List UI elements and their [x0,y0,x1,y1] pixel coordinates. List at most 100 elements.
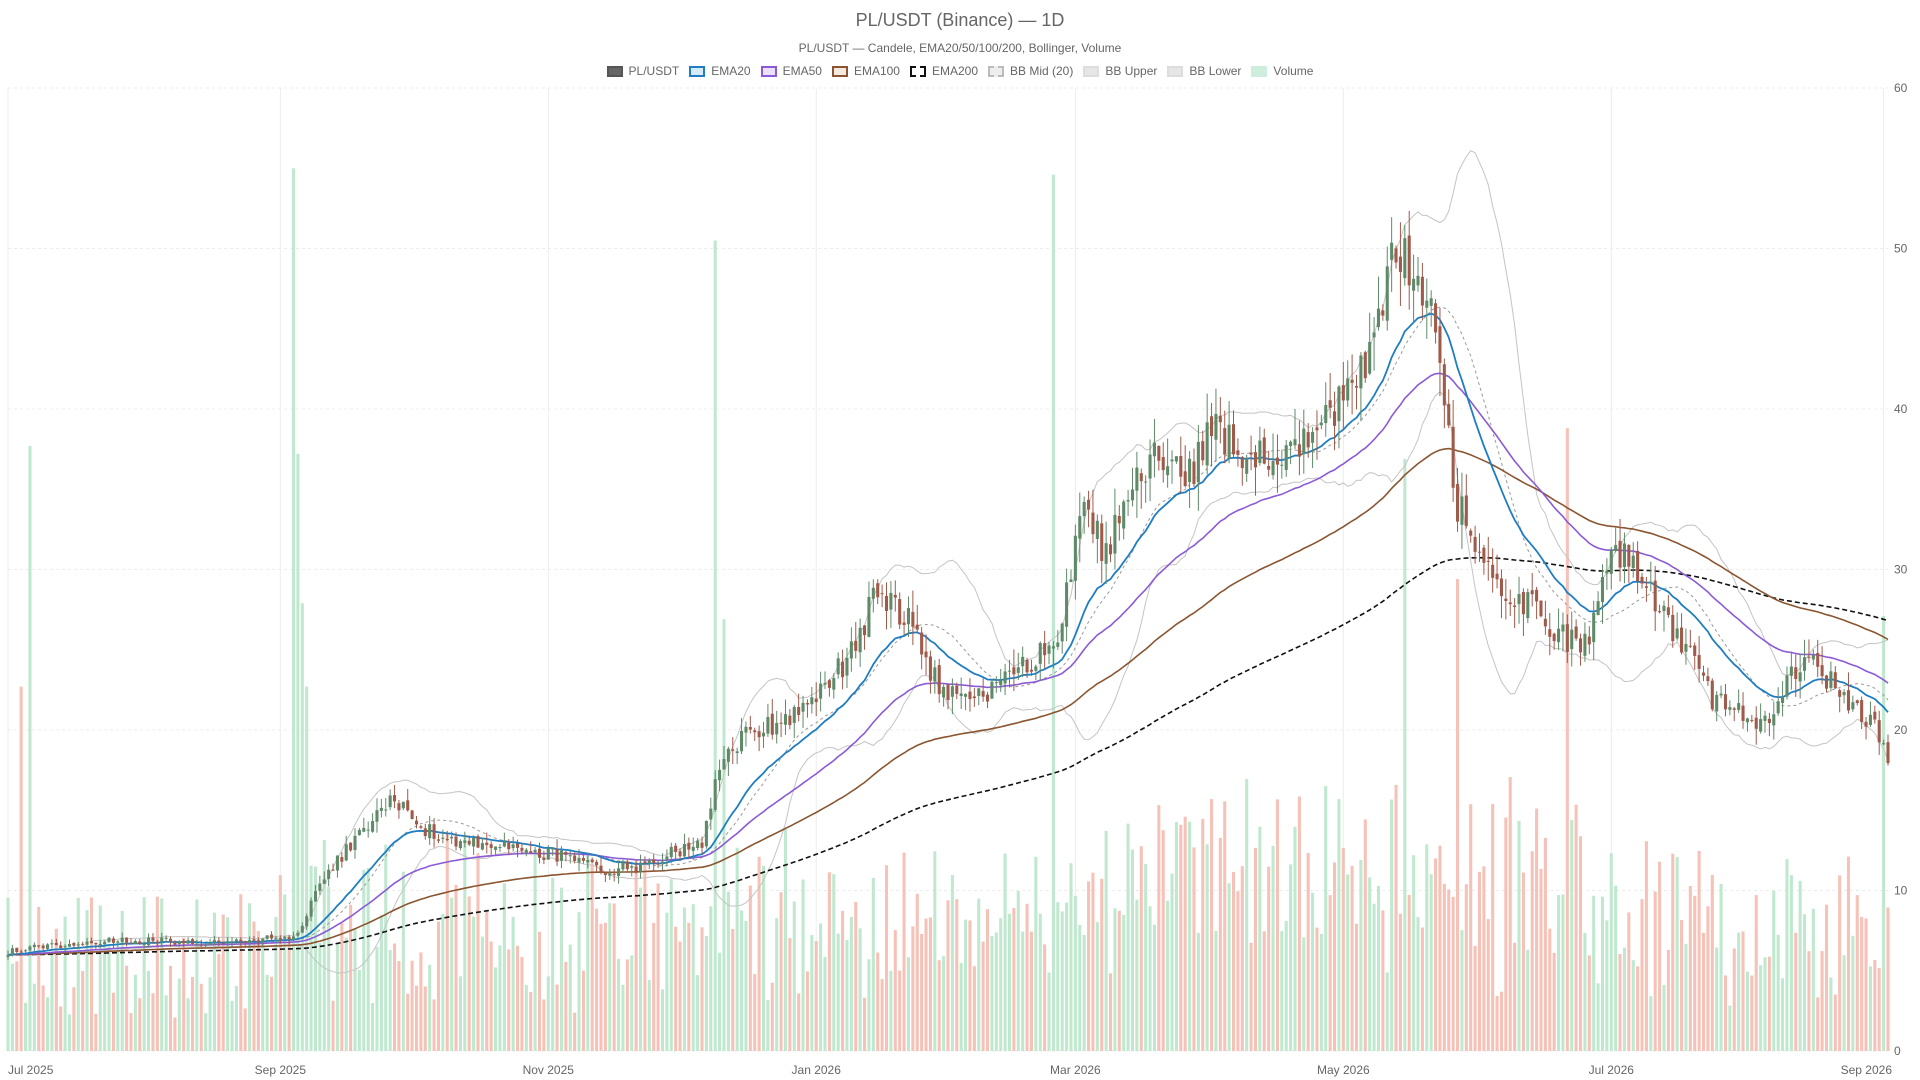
volume-bar [1148,906,1152,1051]
volume-bar [366,867,370,1051]
volume-bar [45,997,50,1051]
candle-body [898,599,902,625]
volume-bar [208,977,212,1051]
legend-item-bb-mid-20[interactable]: BB Mid (20) [988,64,1073,78]
legend-item-ema100[interactable]: EMA100 [831,64,900,78]
candle-body [6,954,10,957]
candle-body [867,596,871,637]
volume-bar [1152,924,1156,1051]
candle-body [436,839,441,841]
candle-body [1451,426,1455,488]
volume-bar [1886,907,1890,1051]
volume-bar [1614,885,1618,1051]
candle-body [1723,694,1728,710]
candle-body [1781,697,1785,703]
volume-bar [1104,830,1108,1051]
candle-body [107,937,111,943]
volume-bar [520,957,524,1051]
candle-body [1231,424,1236,455]
candle-body [331,869,335,871]
volume-bar [230,1000,234,1051]
volume-bar [129,1013,133,1051]
legend-label: BB Mid (20) [1010,64,1074,78]
candle-body [1609,549,1613,574]
volume-bar [450,897,454,1051]
legend-item-bb-lower[interactable]: BB Lower [1167,64,1241,78]
candle-body [1539,600,1543,617]
volume-bar [1653,891,1657,1051]
candle-body [164,937,168,939]
candle-body [1789,666,1793,676]
volume-bar [854,901,858,1051]
volume-bar [1359,859,1363,1051]
volume-bar [1161,830,1165,1051]
candle-body [911,612,915,627]
volume-bar [542,999,546,1051]
candle-body [85,941,89,945]
candle-body [1860,700,1864,723]
volume-bar [120,910,124,1051]
candle-body [1157,446,1161,461]
volume-bar [261,937,265,1051]
candle-body [638,862,643,872]
candle-body [1622,543,1626,568]
volume-bar [371,1002,375,1051]
candle-body [1803,657,1807,671]
candle-body [480,843,484,850]
legend-item-ema50[interactable]: EMA50 [760,64,822,78]
legend-label: EMA100 [853,64,900,78]
candle-body [1012,667,1016,675]
candle-body [1732,708,1736,710]
candle-body [1816,652,1820,667]
candle-body [1640,576,1644,584]
candle-body [423,828,427,837]
volume-bar [867,959,871,1051]
volume-bar [414,985,419,1051]
volume-bar [999,918,1003,1051]
candle-body [1526,592,1530,619]
candle-body [204,944,208,946]
candle-body [1038,642,1042,664]
volume-bar [660,989,665,1051]
candle-body [1447,403,1451,426]
volume-bar [1851,935,1855,1051]
candle-body [726,748,730,762]
candle-body [1486,560,1490,562]
candle-body [155,941,159,944]
candle-body [761,732,766,737]
volume-bar [1337,799,1341,1051]
volume-bar [1754,895,1758,1051]
legend-item-bb-upper[interactable]: BB Upper [1083,64,1157,78]
candle-body [327,869,331,879]
volume-bar [15,961,19,1051]
legend-item-pl-usdt[interactable]: PL/USDT [606,64,679,78]
legend-item-ema20[interactable]: EMA20 [689,64,751,78]
legend-item-ema200[interactable]: EMA200 [909,64,978,78]
candle-body [489,844,493,848]
candle-body [393,795,397,802]
candle-body [274,937,278,939]
volume-bar [700,927,704,1051]
candle-body [841,661,845,678]
legend-label: EMA200 [931,64,978,78]
volume-bar [687,922,691,1051]
candle-body [740,731,744,752]
volume-bar [946,900,950,1051]
volume-bar [309,865,313,1051]
candle-body [1293,439,1297,446]
candle-body [1302,428,1306,455]
volume-bar [406,993,410,1051]
volume-bar [928,917,932,1051]
legend-item-volume[interactable]: Volume [1251,64,1313,78]
candle-body [1701,672,1706,676]
volume-bar [568,944,572,1051]
volume-bar [1561,894,1565,1051]
candles [6,210,1890,960]
candle-body [1675,628,1679,639]
chart-legend[interactable]: PL/USDT EMA20 EMA50 EMA100 EMA200 BB Mid (20)… [0,64,1920,78]
volume-bar [212,912,216,1051]
candle-body [555,848,559,862]
volume-bar [1372,903,1376,1051]
volume-bar [1376,885,1381,1051]
volume-bar [10,963,14,1051]
